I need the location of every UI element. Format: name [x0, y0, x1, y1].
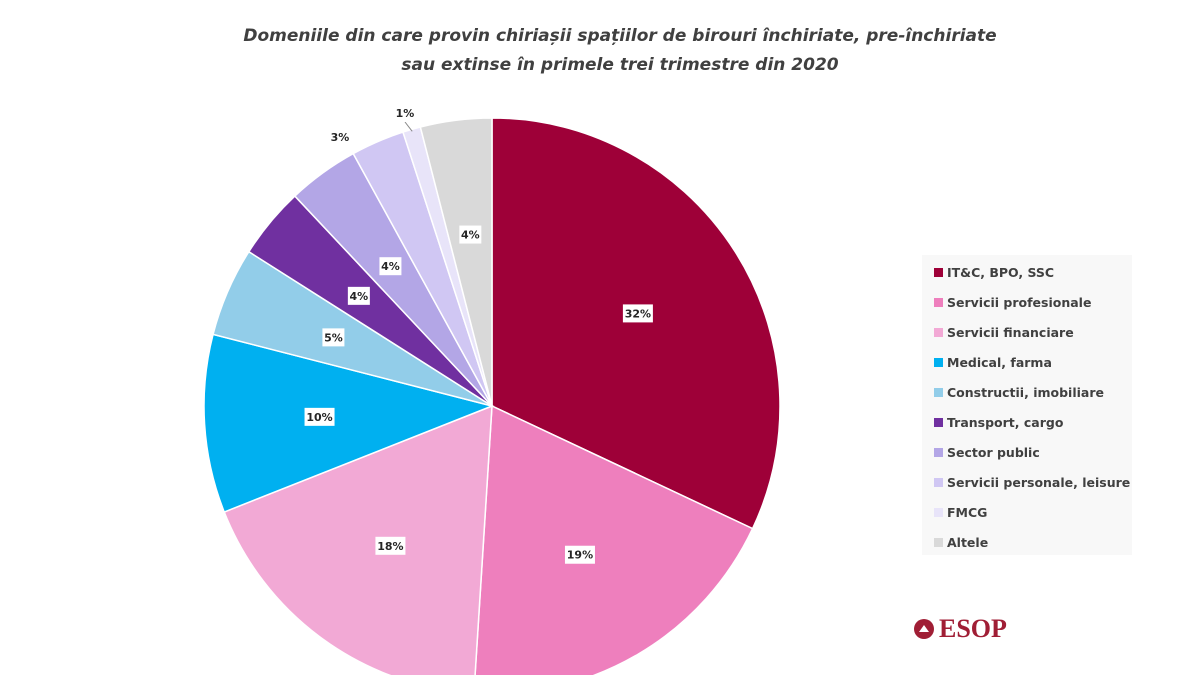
data-label-9: 4%	[459, 225, 482, 244]
pie-slice-2	[223, 404, 493, 675]
svg-text:18%: 18%	[377, 540, 403, 553]
svg-text:10%: 10%	[306, 411, 332, 424]
legend-label: Medical, farma	[947, 354, 1052, 370]
legend-swatch	[934, 387, 943, 397]
legend-item-7: Servicii personale, leisure	[922, 467, 1132, 497]
data-label-6: 4%	[379, 257, 402, 276]
data-label-4: 5%	[322, 328, 345, 347]
legend-label: IT&C, BPO, SSC	[947, 264, 1055, 280]
svg-text:4%: 4%	[350, 290, 369, 303]
data-label-7: 3%	[329, 128, 351, 146]
legend-swatch	[934, 507, 943, 517]
legend-label: Transport, cargo	[947, 414, 1064, 430]
data-label-8: 1%	[394, 104, 416, 122]
legend-swatch	[934, 447, 943, 457]
legend-label: Servicii personale, leisure	[947, 474, 1131, 490]
svg-text:4%: 4%	[381, 260, 400, 273]
legend-swatch	[934, 477, 943, 487]
legend-swatch	[934, 537, 943, 547]
esop-logo: ESOP	[914, 614, 1007, 644]
svg-text:4%: 4%	[461, 229, 480, 242]
legend-label: Servicii profesionale	[947, 294, 1092, 310]
esop-logo-icon	[914, 619, 934, 639]
legend-item-2: Servicii financiare	[922, 317, 1132, 347]
legend-label: Altele	[947, 534, 989, 550]
data-label-0: 32%	[622, 304, 653, 323]
legend-swatch	[934, 327, 943, 337]
legend-swatch	[934, 267, 943, 277]
chart-title: Domeniile din care provin chiriașii spaț…	[200, 22, 1040, 80]
legend-item-0: IT&C, BPO, SSC	[922, 257, 1132, 287]
legend-swatch	[934, 297, 943, 307]
data-label-1: 19%	[564, 545, 595, 564]
svg-text:5%: 5%	[324, 331, 343, 344]
title-line-1: Domeniile din care provin chiriașii spaț…	[243, 26, 997, 46]
legend-label: Servicii financiare	[947, 324, 1074, 340]
pie-slice-3	[203, 333, 495, 513]
legend-item-6: Sector public	[922, 437, 1132, 467]
logo-text: ESOP	[939, 614, 1007, 643]
legend-item-3: Medical, farma	[922, 347, 1132, 377]
svg-text:3%: 3%	[331, 131, 350, 144]
data-label-3: 10%	[304, 407, 335, 426]
svg-text:32%: 32%	[625, 307, 651, 320]
legend-label: Sector public	[947, 444, 1040, 460]
data-label-2: 18%	[375, 536, 406, 555]
leader-line	[404, 121, 413, 132]
legend-item-5: Transport, cargo	[922, 407, 1132, 437]
legend-swatch	[934, 357, 943, 367]
legend-item-4: Constructii, imobiliare	[922, 377, 1132, 407]
pie-slice-1	[474, 404, 754, 675]
legend-label: Constructii, imobiliare	[947, 384, 1104, 400]
legend-item-8: FMCG	[922, 497, 1132, 527]
pie-slice-0	[491, 117, 781, 530]
pie-slice-9	[419, 117, 493, 407]
legend-label: FMCG	[947, 504, 988, 520]
legend-swatch	[934, 417, 943, 427]
title-line-2: sau extinse în primele trei trimestre di…	[401, 55, 839, 75]
legend: IT&C, BPO, SSC Servicii profesionale Servi…	[922, 255, 1132, 555]
svg-text:19%: 19%	[567, 549, 593, 562]
legend-item-9: Altele	[922, 527, 1132, 557]
svg-text:1%: 1%	[396, 107, 415, 120]
legend-item-1: Servicii profesionale	[922, 287, 1132, 317]
data-label-5: 4%	[347, 286, 370, 305]
